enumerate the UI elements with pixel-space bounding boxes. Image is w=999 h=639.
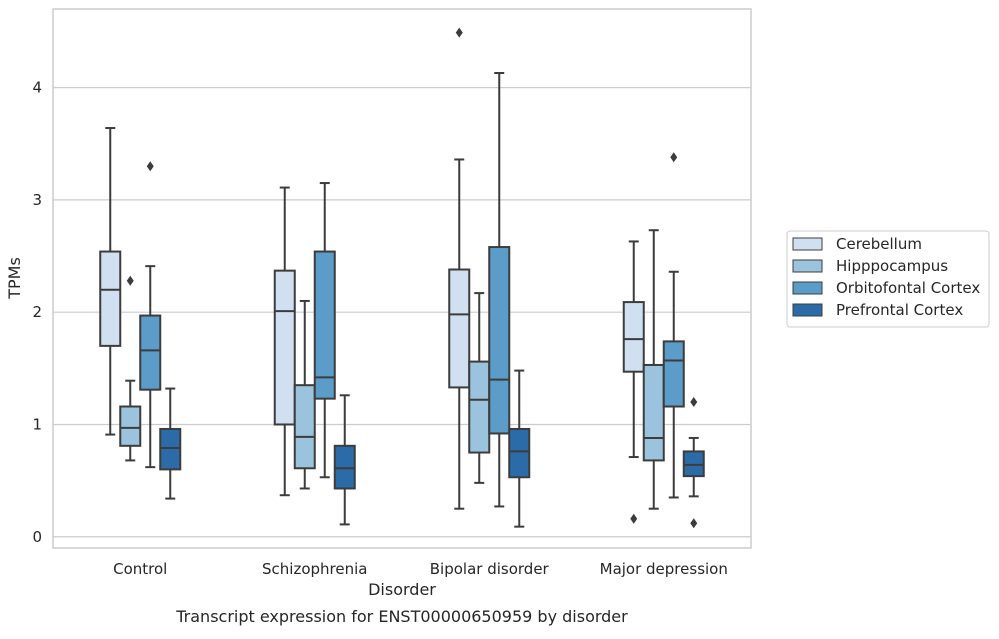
y-tick-label: 0	[32, 528, 42, 546]
iqr-box	[119, 405, 142, 447]
box-group	[488, 72, 511, 508]
iqr-box	[99, 250, 122, 347]
legend-swatch	[792, 237, 823, 251]
box-group	[273, 186, 296, 497]
box-marks	[99, 27, 705, 529]
iqr-box	[333, 444, 356, 490]
box-group	[468, 292, 491, 484]
box-group	[293, 299, 316, 490]
iqr-box	[139, 314, 162, 391]
chart-caption: Transcript expression for ENST0000065095…	[175, 607, 628, 626]
x-tick-label: Schizophrenia	[262, 560, 367, 578]
y-tick-label: 1	[32, 415, 42, 433]
legend-label: Cerebellum	[836, 235, 922, 253]
iqr-box	[682, 450, 705, 478]
iqr-box	[313, 250, 336, 400]
iqr-box	[642, 363, 665, 462]
y-tick-labels: 0 1 2 3 4	[32, 79, 42, 546]
legend-label: Hipppocampus	[836, 257, 948, 275]
box-group	[139, 161, 162, 469]
box-group	[159, 387, 182, 500]
outlier-point	[670, 152, 678, 163]
x-tick-label: Bipolar disorder	[430, 560, 550, 578]
box-group	[333, 394, 356, 526]
iqr-box	[448, 268, 471, 389]
legend-swatch	[792, 281, 823, 295]
legend-swatch	[792, 303, 823, 317]
iqr-box	[273, 269, 296, 426]
box-group	[99, 127, 122, 436]
outlier-point	[690, 518, 698, 529]
x-tick-label: Control	[113, 560, 167, 578]
y-tick-label: 4	[32, 79, 42, 97]
y-tick-label: 3	[32, 191, 42, 209]
box-group	[508, 369, 531, 528]
iqr-box	[159, 427, 182, 471]
iqr-box	[293, 384, 316, 470]
iqr-box	[468, 360, 491, 454]
legend-label: Orbitofontal Cortex	[836, 279, 980, 297]
iqr-box	[508, 427, 531, 479]
box-group	[313, 182, 336, 479]
legend-swatch	[792, 259, 823, 273]
box-group	[682, 397, 705, 529]
outlier-point	[630, 513, 638, 524]
legend-frame	[786, 230, 990, 328]
box-group	[119, 275, 142, 462]
box-group	[642, 229, 665, 510]
legend: Cerebellum Hipppocampus Orbitofontal Corte…	[786, 230, 990, 328]
y-tick-label: 2	[32, 303, 42, 321]
x-axis-label: Disorder	[368, 580, 436, 599]
iqr-box	[622, 301, 645, 373]
x-tick-label: Major depression	[600, 560, 728, 578]
outlier-point	[126, 275, 134, 286]
x-tick-labels: Control Schizophrenia Bipolar disorder Majo…	[113, 560, 728, 578]
plot-frame	[52, 8, 752, 549]
outlier-point	[455, 27, 463, 38]
y-axis-label: TPMs	[5, 257, 24, 300]
iqr-box	[662, 340, 685, 408]
legend-label: Prefrontal Cortex	[836, 301, 963, 319]
box-group	[622, 240, 645, 524]
box-group	[662, 152, 685, 499]
box-group	[448, 27, 471, 510]
outlier-point	[146, 161, 154, 172]
iqr-box	[488, 246, 511, 435]
outlier-point	[690, 397, 698, 408]
